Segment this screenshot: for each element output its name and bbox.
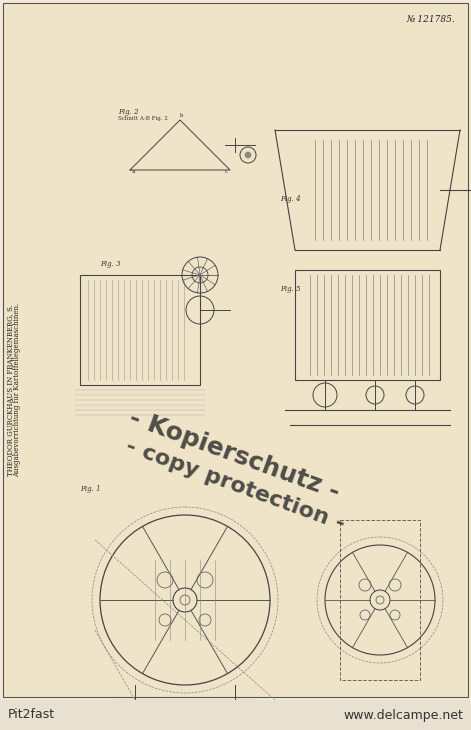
Bar [295, 270, 440, 380]
Text: c: c [225, 169, 228, 174]
Text: - Kopierschutz -: - Kopierschutz - [127, 406, 343, 504]
Text: Fig. 2: Fig. 2 [118, 108, 138, 116]
Text: Fig. 3: Fig. 3 [100, 260, 121, 268]
Text: a: a [132, 169, 136, 174]
Text: Fig. 5: Fig. 5 [280, 285, 300, 293]
Text: Fig. 4: Fig. 4 [280, 195, 300, 203]
Text: www.delcampe.net: www.delcampe.net [343, 709, 463, 721]
Text: Pit2fast: Pit2fast [8, 709, 55, 721]
Text: № 121785.: № 121785. [406, 15, 455, 24]
Text: Schnitt A-B Fig. 2: Schnitt A-B Fig. 2 [118, 116, 168, 121]
Text: Fig. 1: Fig. 1 [80, 485, 101, 493]
Text: b: b [180, 113, 184, 118]
Circle shape [245, 152, 251, 158]
Text: THEODOR GURCKHAUS IN FRANKENBERG, S.: THEODOR GURCKHAUS IN FRANKENBERG, S. [6, 304, 14, 476]
Bar [80, 275, 200, 385]
Bar [0, 700, 471, 730]
Bar [340, 520, 420, 680]
Text: Ausgabevorrichtung für Kartoffellegemaschinen.: Ausgabevorrichtung für Kartoffellegemasc… [13, 303, 21, 477]
Text: - copy protection -: - copy protection - [122, 436, 347, 534]
